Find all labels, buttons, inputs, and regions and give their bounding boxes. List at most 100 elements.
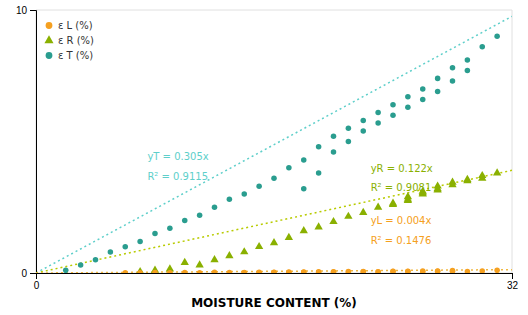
point	[450, 268, 456, 273]
point	[255, 242, 263, 249]
point	[375, 269, 381, 273]
point	[450, 65, 456, 71]
x-tick-mark	[512, 273, 513, 279]
point	[420, 97, 426, 103]
point	[478, 171, 486, 178]
point	[182, 218, 188, 224]
point	[122, 244, 128, 250]
point	[314, 222, 322, 229]
point	[435, 89, 441, 95]
point	[405, 94, 411, 100]
point	[494, 34, 500, 40]
annotations: yT = 0.305xR² = 0.9115yR = 0.122xR² = 0.…	[147, 151, 432, 246]
y-grid-line	[36, 10, 512, 11]
x-tick-label: 0	[34, 280, 40, 291]
point	[137, 270, 143, 273]
point	[390, 268, 396, 273]
legend-swatch	[46, 52, 53, 59]
point	[270, 238, 278, 245]
point	[331, 269, 337, 273]
x-tick-label: 32	[507, 280, 519, 291]
point	[450, 78, 456, 84]
point	[405, 268, 411, 273]
point	[212, 204, 218, 210]
point	[344, 212, 352, 219]
point	[225, 251, 233, 258]
point	[420, 268, 426, 273]
legend-swatch	[44, 35, 53, 43]
point	[375, 120, 381, 126]
legend-swatch	[46, 22, 53, 29]
point	[405, 269, 411, 273]
point	[420, 86, 426, 92]
point	[331, 269, 337, 273]
point	[256, 270, 262, 273]
point	[301, 157, 307, 163]
point	[212, 269, 218, 273]
point	[360, 118, 366, 124]
point	[122, 270, 128, 273]
point	[285, 233, 293, 240]
point	[359, 208, 367, 215]
point	[435, 76, 441, 82]
point	[435, 268, 441, 273]
point	[241, 270, 247, 273]
point	[197, 212, 203, 218]
point	[210, 255, 218, 262]
point	[405, 105, 411, 111]
point	[360, 269, 366, 273]
point	[271, 269, 277, 273]
point	[493, 168, 501, 175]
point	[360, 269, 366, 273]
y-tick: 10	[16, 5, 36, 16]
annotation: R² = 0.9115	[147, 171, 208, 182]
point	[435, 268, 441, 273]
point	[197, 270, 203, 273]
point	[181, 258, 189, 265]
point	[346, 139, 352, 145]
point	[390, 112, 396, 118]
y-tick: 0	[21, 268, 36, 279]
point	[256, 183, 262, 189]
x-axis-title: MOISTURE CONTENT (%)	[191, 296, 357, 310]
point	[479, 44, 485, 50]
point	[227, 270, 233, 273]
point	[167, 270, 173, 273]
scatter-series	[63, 34, 500, 273]
annotation: yL = 0.004x	[371, 215, 432, 226]
point	[152, 231, 158, 237]
point	[316, 170, 322, 176]
point	[286, 165, 292, 171]
scatter-series	[136, 168, 501, 273]
point	[331, 149, 337, 155]
legend-label: ε R (%)	[58, 35, 94, 46]
point	[227, 197, 233, 203]
x-axis: 0 32	[34, 273, 519, 291]
point	[300, 226, 308, 233]
annotation: R² = 0.9081	[371, 182, 432, 193]
y-tick-mark	[30, 10, 36, 11]
point	[346, 269, 352, 273]
y-axis-line	[30, 11, 37, 274]
point	[375, 110, 381, 116]
scatter-series	[122, 268, 499, 273]
regression-line	[36, 16, 512, 273]
point	[137, 239, 143, 245]
plot-area	[36, 16, 512, 273]
point	[316, 269, 322, 273]
legend-label: ε T (%)	[58, 50, 93, 61]
point	[301, 269, 307, 273]
y-tick-label: 0	[21, 268, 27, 279]
point	[271, 176, 277, 182]
point	[448, 177, 456, 184]
annotation: yR = 0.122x	[371, 163, 433, 174]
point	[389, 200, 397, 207]
legend-label: ε L (%)	[58, 20, 93, 31]
point	[152, 270, 158, 273]
point	[240, 247, 248, 254]
point	[256, 269, 262, 273]
point	[286, 270, 292, 273]
point	[316, 269, 322, 273]
x-tick: 32	[507, 273, 519, 291]
y-axis: 0 10	[16, 5, 37, 279]
